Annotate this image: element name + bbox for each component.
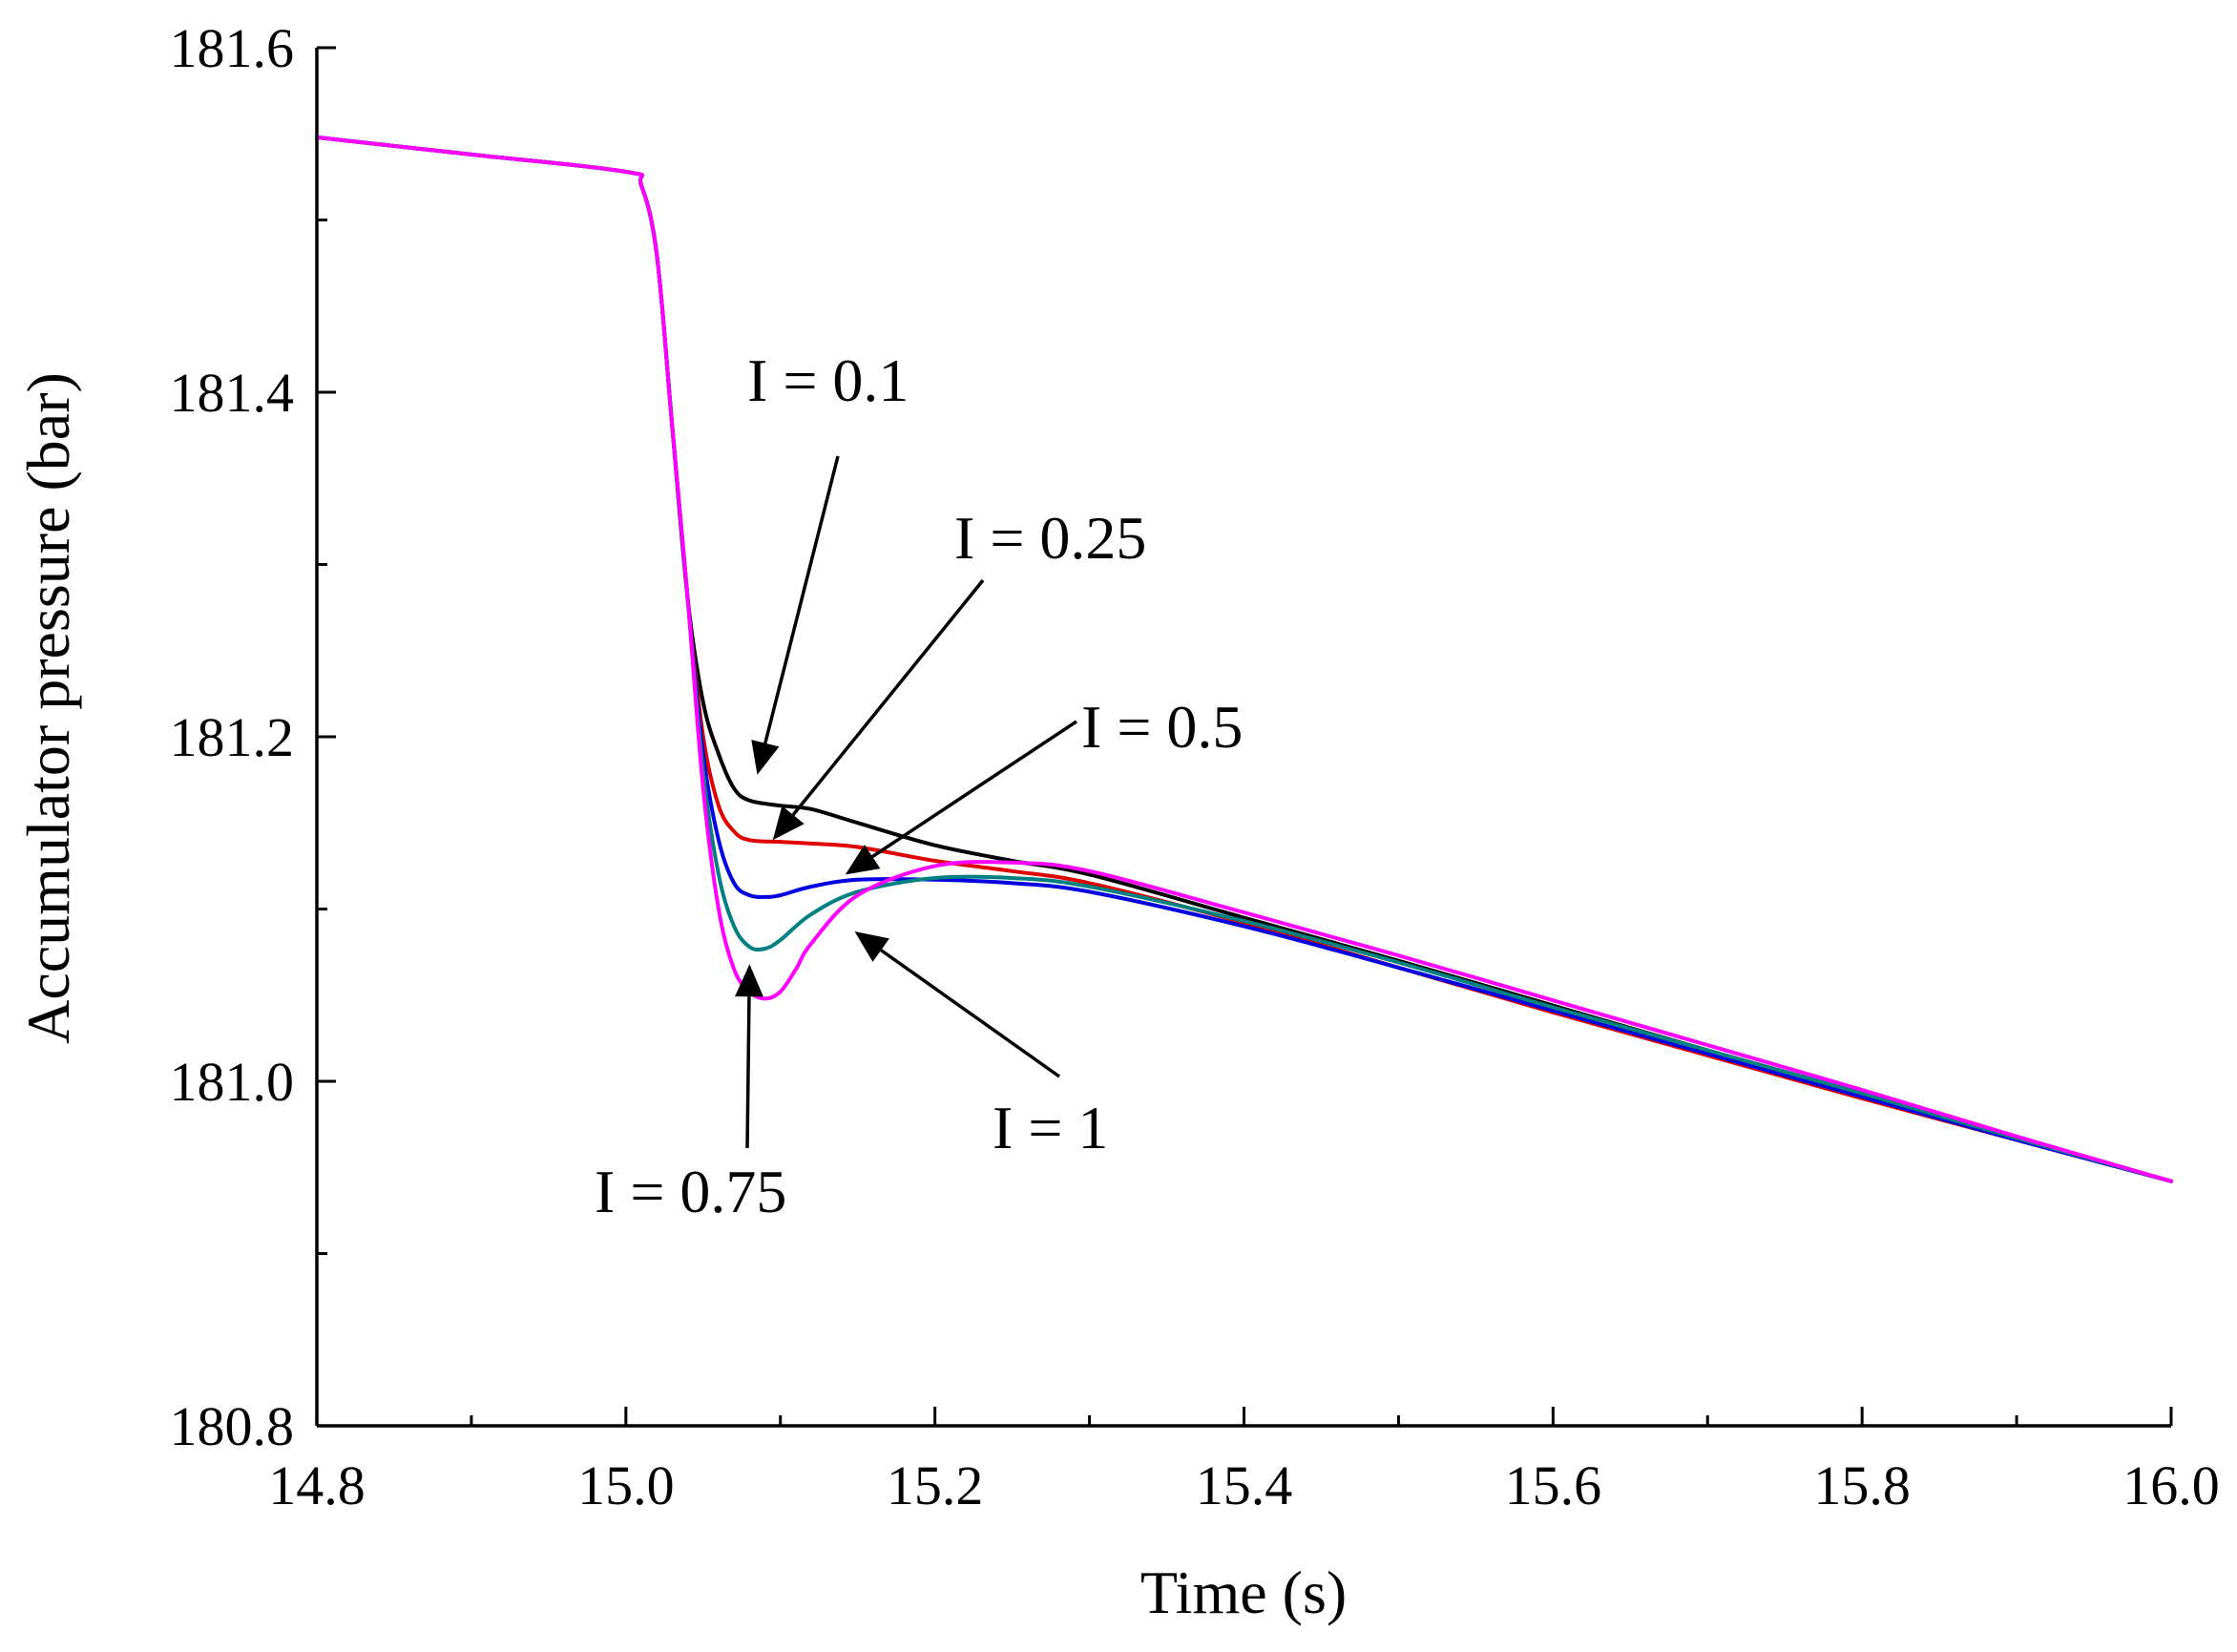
- x-tick-label: 15.8: [1813, 1454, 1911, 1516]
- y-tick-label: 180.8: [170, 1395, 295, 1457]
- series-line-i-0-5: [315, 135, 2173, 1183]
- annotation-label-i-0-75: I = 0.75: [595, 1158, 786, 1225]
- x-tick-label: 15.0: [577, 1454, 675, 1516]
- y-tick-label: 181.2: [170, 706, 295, 768]
- series-group: [315, 135, 2173, 1183]
- annotation-arrowhead-i-1: [854, 931, 889, 962]
- annotation-arrowhead-i-0-25: [772, 805, 805, 841]
- x-tick-label: 15.2: [887, 1454, 984, 1516]
- series-line-i-0-25: [315, 135, 2173, 1183]
- annotation-label-i-0-1: I = 0.1: [747, 346, 909, 414]
- annotation-arrowhead-i-0-5: [845, 845, 881, 875]
- annotation-arrowhead-i-0-75: [735, 964, 763, 997]
- annotation-arrow-i-0-75: [745, 996, 751, 1149]
- annotation-label-i-1: I = 1: [993, 1094, 1108, 1161]
- annotation-arrow-i-1: [880, 949, 1061, 1078]
- x-tick-label: 14.8: [268, 1454, 366, 1516]
- x-tick-label: 16.0: [2122, 1454, 2220, 1516]
- x-axis-title: Time (s): [1140, 1558, 1347, 1626]
- annotation-arrow-i-0-1: [763, 455, 840, 744]
- x-tick-label: 15.6: [1505, 1454, 1602, 1516]
- annotation-arrow-i-0-25: [791, 578, 985, 816]
- y-axis-title: Accumulator pressure (bar): [14, 372, 82, 1044]
- ticks-group: [315, 46, 2173, 1428]
- series-line-i-1: [315, 135, 2173, 1183]
- y-tick-label: 181.0: [170, 1051, 295, 1113]
- y-tick-label: 181.4: [170, 362, 295, 424]
- series-line-i-0-75: [315, 135, 2173, 1183]
- annotation-arrowhead-i-0-1: [751, 740, 780, 775]
- annotation-label-i-0-25: I = 0.25: [954, 504, 1146, 572]
- y-tick-label: 181.6: [170, 17, 295, 79]
- series-line-i-0-1: [315, 135, 2173, 1183]
- plot-area: 14.8 15.0 15.2 15.4 15.6 15.8 16.0 180.8 181.0 18…: [170, 17, 2220, 1516]
- annotation-label-i-0-5: I = 0.5: [1081, 693, 1243, 761]
- x-tick-label: 15.4: [1196, 1454, 1293, 1516]
- annotation-arrows: [735, 455, 1077, 1149]
- annotation-arrow-i-0-5: [871, 720, 1077, 859]
- tick-labels-group: 14.8 15.0 15.2 15.4 15.6 15.8 16.0 180.8 181.0 18…: [170, 17, 2220, 1516]
